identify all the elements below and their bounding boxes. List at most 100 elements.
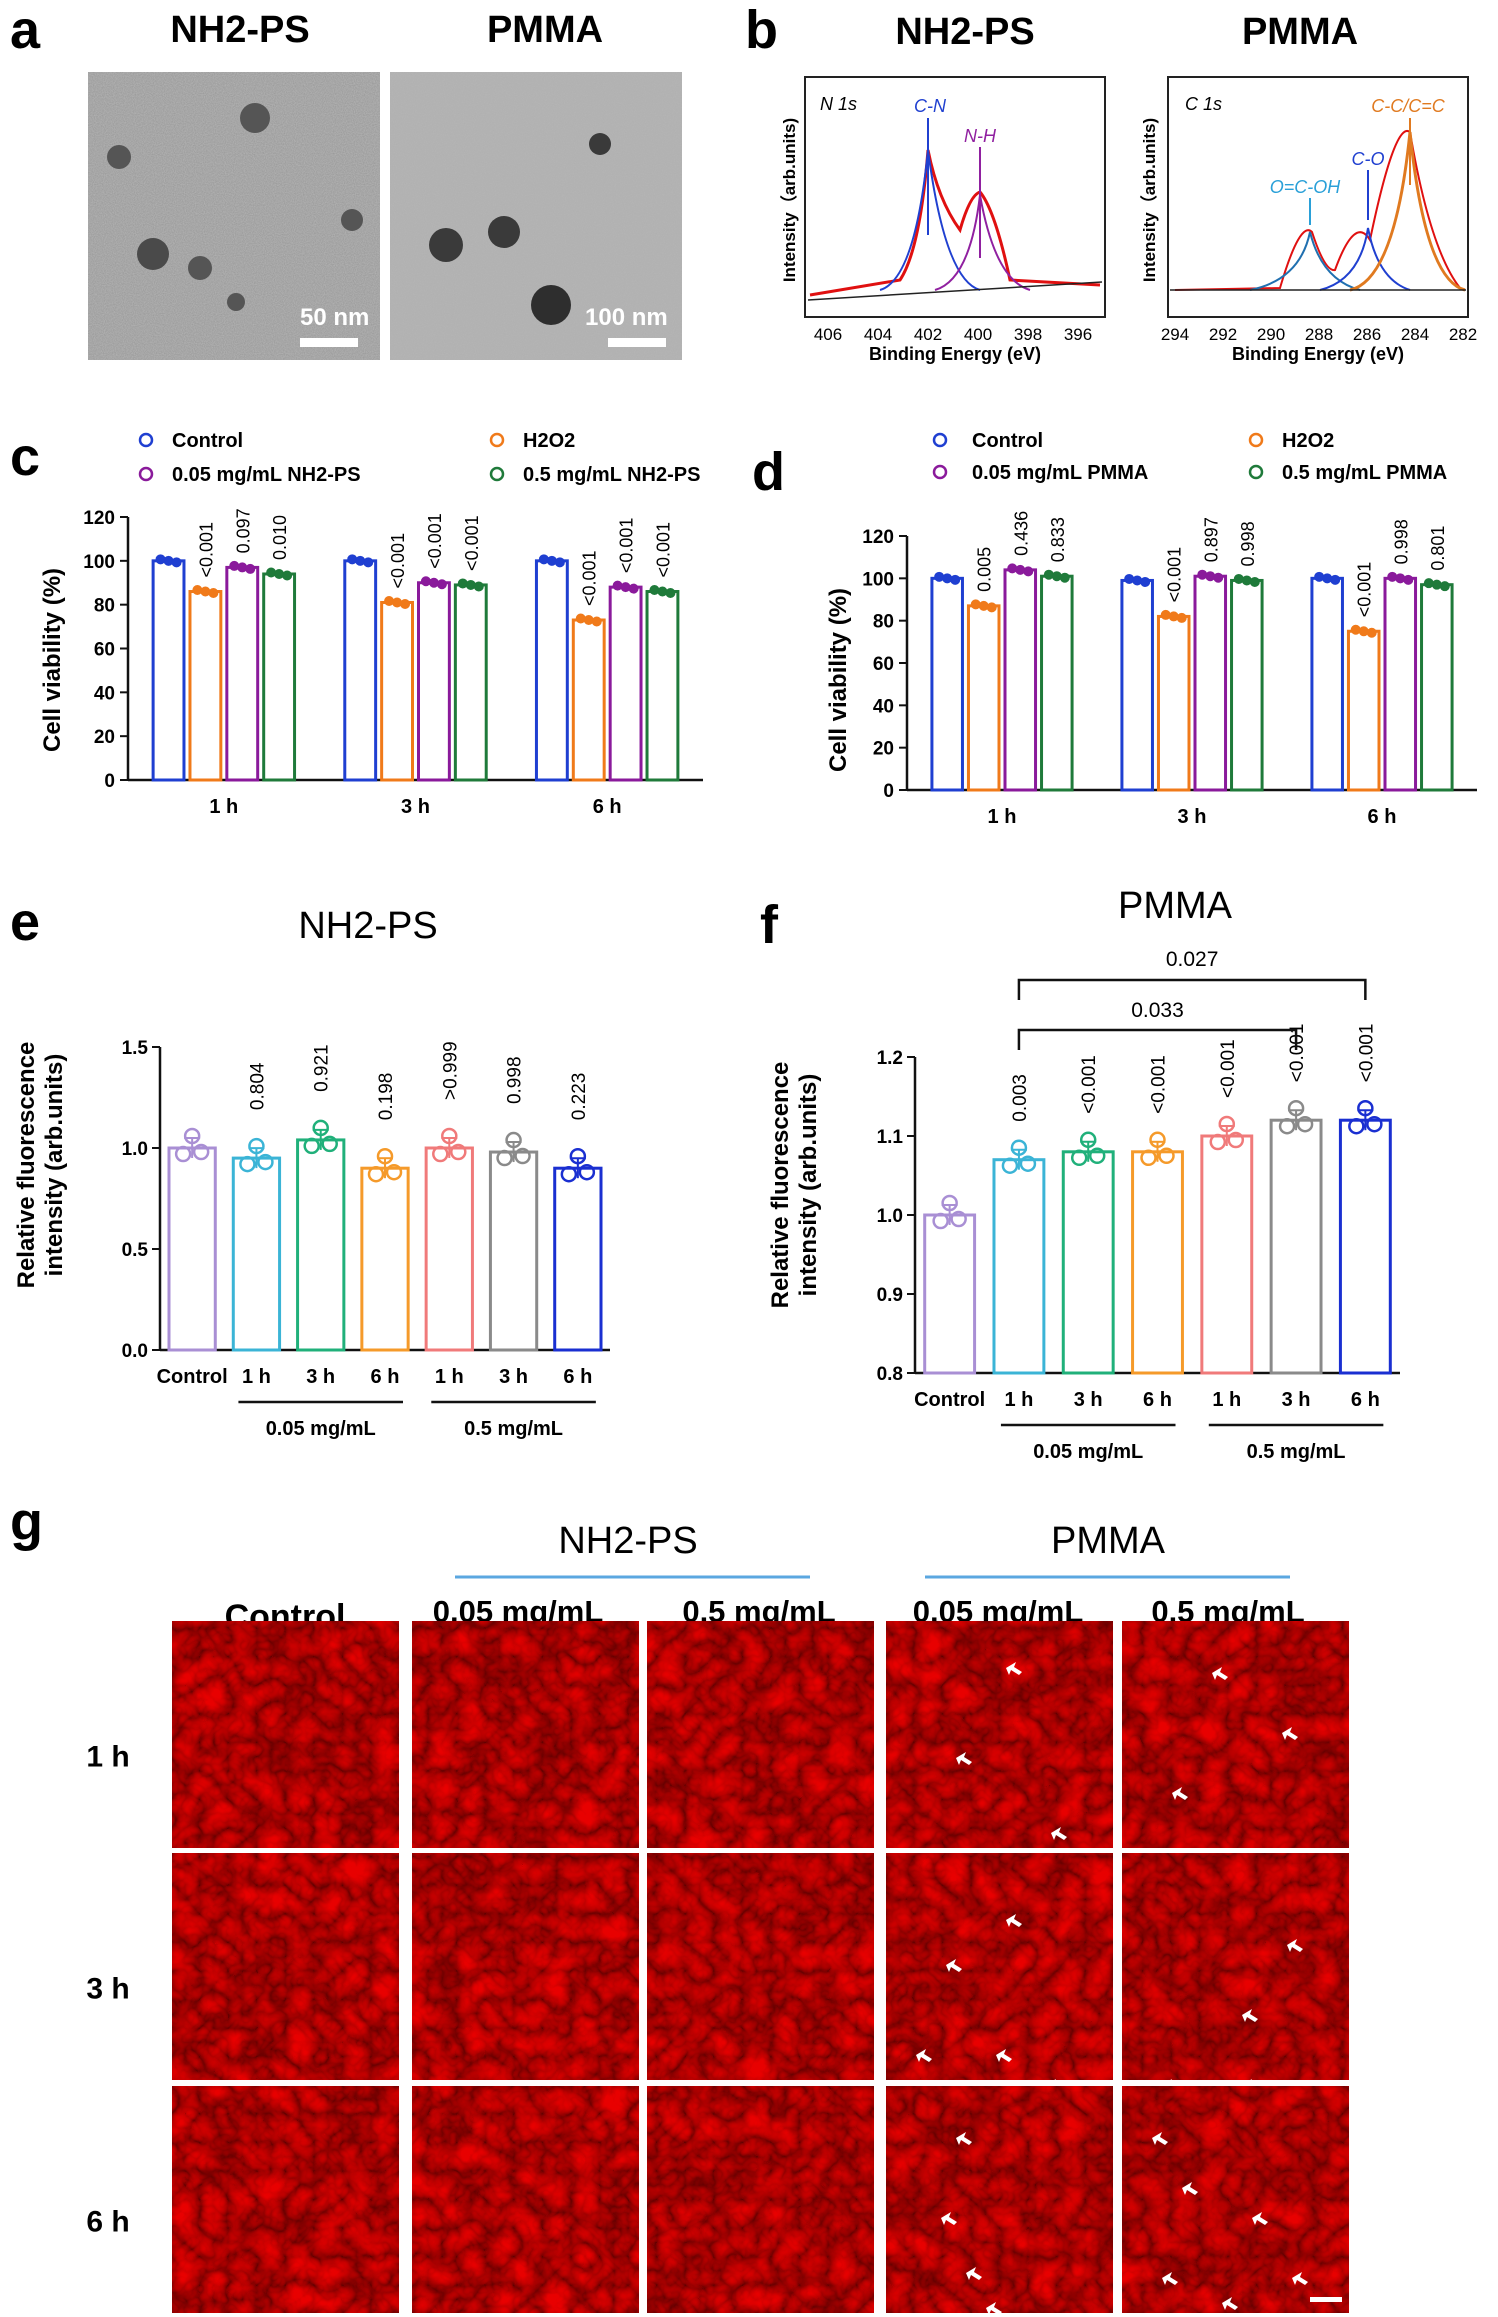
p-value-label: 0.198 (376, 1073, 397, 1121)
panel-b-title-pmma: PMMA (1242, 11, 1358, 53)
panel-b: b NH2-PS PMMA N 1s Intensity（arb.units) … (745, 0, 1477, 364)
bar (424, 1146, 474, 1352)
y-axis-label-f: Relative fluorescenceintensity (arb.unit… (767, 1062, 822, 1309)
p-value-label: <0.001 (580, 550, 600, 606)
p-value-label: <0.001 (196, 522, 216, 578)
data-point (538, 554, 549, 565)
data-point (505, 1131, 522, 1149)
particle (531, 285, 571, 325)
data-point (1205, 571, 1216, 582)
data-point (347, 554, 358, 565)
y-tick-label: 0.8 (877, 1364, 903, 1385)
bar (1420, 583, 1454, 792)
data-point (229, 560, 240, 571)
data-point (155, 554, 166, 565)
xps-ylabel-left: Intensity（arb.units) (779, 118, 799, 282)
arrow-marker (1006, 1662, 1022, 1675)
peak-label-co: C-O (1352, 149, 1385, 169)
x-tick-label: 6 h (1368, 806, 1397, 828)
legend-label: H2O2 (523, 430, 575, 452)
bar (488, 1150, 539, 1352)
data-point (1088, 1147, 1106, 1165)
particle (240, 103, 270, 133)
arrow-marker (941, 2212, 957, 2225)
data-point (1140, 576, 1151, 587)
data-point (450, 1143, 467, 1161)
bracket-label: 0.027 (1166, 948, 1219, 971)
x-tick-label: 6 h (1351, 1389, 1380, 1411)
xps-xlabel-left: Binding Energy (eV) (869, 344, 1041, 364)
p-value-label: <0.001 (1355, 562, 1375, 618)
y-tick-label: 40 (873, 696, 894, 717)
data-point (1209, 1133, 1227, 1151)
micrograph-image (172, 1621, 399, 1848)
bar (1230, 578, 1264, 792)
data-point (473, 581, 484, 592)
legend-label: H2O2 (1282, 430, 1334, 452)
data-point (1070, 1149, 1088, 1167)
legend-label: 0.5 mg/mL PMMA (1282, 462, 1447, 484)
data-point (1140, 1149, 1157, 1167)
data-point (1227, 1131, 1245, 1149)
y-tick-label: 0.9 (877, 1285, 903, 1306)
bar (151, 559, 186, 782)
data-point (1059, 572, 1070, 583)
y-tick-label: 60 (873, 654, 894, 675)
panel-letter-e: e (10, 892, 40, 952)
bar (992, 1158, 1046, 1375)
significance-bracket (1017, 978, 1367, 1000)
data-point (274, 568, 285, 579)
data-point (457, 578, 468, 589)
bar (417, 581, 451, 782)
x-tick-label: 6 h (593, 796, 622, 818)
bar (923, 1213, 977, 1375)
y-tick-label: 0 (104, 771, 115, 792)
panel-letter-d: d (752, 442, 785, 502)
p-value-label: 0.998 (1238, 521, 1258, 566)
bar (1338, 1118, 1392, 1375)
data-point (1197, 569, 1208, 580)
data-point (384, 595, 395, 606)
particle (429, 228, 463, 262)
data-point (575, 613, 586, 624)
p-value-label: 0.436 (1011, 511, 1031, 556)
xps-tag-n1s: N 1s (820, 94, 857, 114)
arrow-marker (1282, 1727, 1298, 1740)
data-point (578, 1163, 596, 1181)
xtick: 294 (1161, 325, 1189, 344)
data-point (1233, 573, 1244, 584)
data-point (400, 598, 411, 609)
bar (453, 583, 488, 782)
chart-title-e: NH2-PS (298, 905, 437, 947)
data-point (1287, 1099, 1305, 1117)
p-value-label: <0.001 (388, 533, 408, 589)
data-point (665, 588, 676, 599)
data-point (436, 579, 447, 590)
significance-bracket (1017, 1028, 1298, 1050)
p-value-label: 0.097 (233, 508, 253, 553)
data-point (245, 563, 256, 574)
data-point (208, 588, 219, 599)
xps-peak-nh (934, 194, 1031, 291)
data-point (237, 562, 248, 573)
data-point (612, 580, 623, 591)
x-tick-label: 1 h (988, 806, 1017, 828)
legend-marker (1248, 464, 1264, 480)
data-point (546, 555, 557, 566)
bar (553, 1166, 603, 1352)
p-value-label: 0.998 (505, 1056, 526, 1104)
bar-chart-f: 0.8 0.9 1.0 1.1 1.2 Control 0.003 1 h <0.001 3 h <… (877, 948, 1400, 1463)
panel-letter-b: b (745, 0, 778, 60)
data-point (376, 1147, 394, 1165)
bar (380, 600, 414, 782)
data-point (1296, 1115, 1314, 1133)
data-point (392, 597, 403, 608)
x-tick-label: 3 h (1178, 806, 1207, 828)
y-axis-label-d: Cell viability (%) (825, 588, 852, 772)
x-tick-label: 3 h (499, 1366, 528, 1388)
x-tick-label: 1 h (209, 796, 238, 818)
micrograph-image (412, 2086, 639, 2313)
y-tick-label: 1.2 (877, 1048, 903, 1069)
xtick: 282 (1449, 325, 1477, 344)
bar-chart-d: 0 20 40 60 80 100 120 0.005 0.436 0.833 1 h <0.001 0… (862, 511, 1477, 828)
